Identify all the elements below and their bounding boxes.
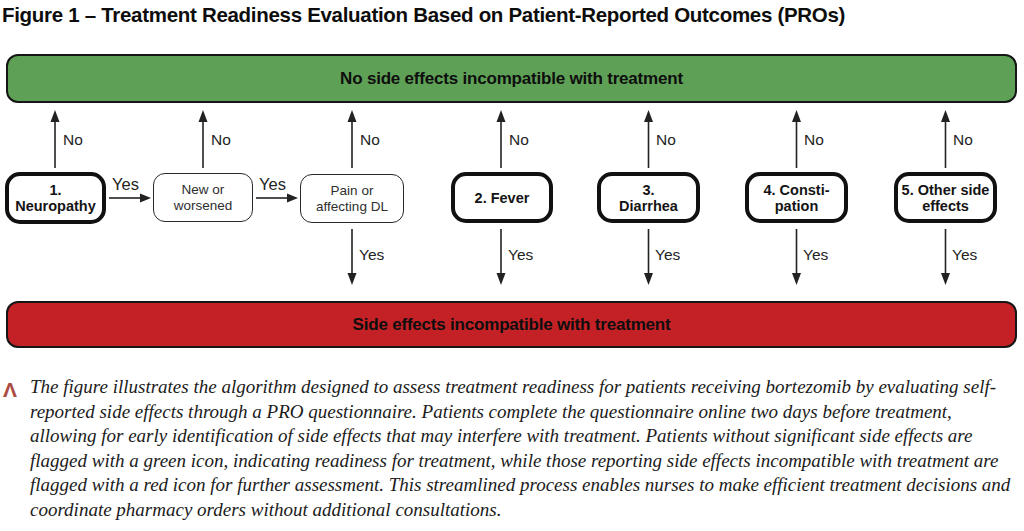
no-arrow-up: [644, 110, 653, 168]
yes-arrow-down: [644, 229, 653, 285]
caption-caret-icon: Λ: [3, 379, 17, 400]
flow-box-diarrhea: 3. Diarrhea: [597, 172, 700, 223]
no-label: No: [804, 131, 824, 149]
yes-arrow-right: [256, 194, 298, 203]
flow-box-other-side-effects: 5. Other side effects: [894, 172, 997, 223]
yes-arrow-right: [109, 194, 151, 203]
no-label: No: [63, 131, 83, 149]
flow-box-fever: 2. Fever: [451, 172, 553, 223]
figure-canvas: Figure 1 – Treatment Readiness Evaluatio…: [0, 0, 1024, 531]
red-outcome-label: Side effects incompatible with treatment: [353, 315, 671, 335]
yes-arrow-down: [497, 229, 506, 285]
figure-caption: The figure illustrates the algorithm des…: [30, 375, 1018, 523]
yes-label: Yes: [655, 246, 680, 264]
yes-label: Yes: [952, 246, 977, 264]
no-label: No: [360, 131, 380, 149]
no-arrow-up: [199, 110, 208, 168]
no-label: No: [953, 131, 973, 149]
no-arrow-up: [497, 110, 506, 168]
green-outcome-bar: No side effects incompatible with treatm…: [6, 54, 1017, 103]
yes-label: Yes: [803, 246, 828, 264]
no-arrow-up: [51, 110, 60, 168]
no-arrow-up: [941, 110, 950, 168]
no-label: No: [509, 131, 529, 149]
green-outcome-label: No side effects incompatible with treatm…: [340, 69, 683, 89]
yes-arrow-down: [792, 229, 801, 285]
flow-box-constipation: 4. Consti- pation: [745, 172, 848, 223]
yes-label: Yes: [259, 175, 286, 194]
flow-box-pain-affecting-dl: Pain or affecting DL: [300, 174, 404, 223]
flow-box-neuropathy: 1. Neuropathy: [5, 172, 106, 224]
no-label: No: [656, 131, 676, 149]
no-arrow-up: [792, 110, 801, 168]
yes-label: Yes: [359, 246, 384, 264]
flow-box-new-or-worsened: New or worsened: [153, 173, 253, 222]
red-outcome-bar: Side effects incompatible with treatment: [6, 301, 1017, 348]
no-arrow-up: [348, 110, 357, 168]
figure-title: Figure 1 – Treatment Readiness Evaluatio…: [2, 3, 845, 27]
yes-arrow-down: [941, 229, 950, 285]
no-label: No: [211, 131, 231, 149]
yes-arrow-down: [348, 229, 357, 285]
yes-label: Yes: [112, 175, 139, 194]
yes-label: Yes: [508, 246, 533, 264]
